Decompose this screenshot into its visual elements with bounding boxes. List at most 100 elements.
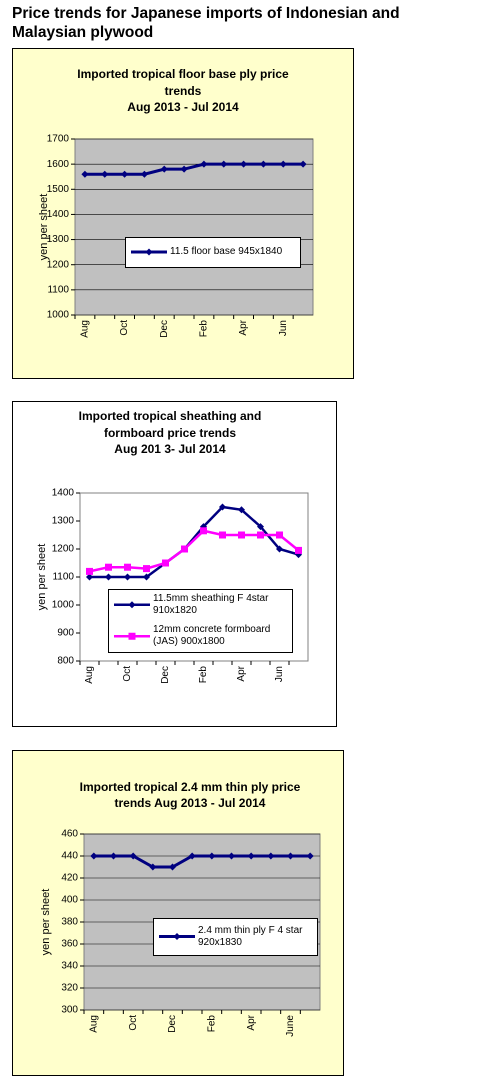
legend-item: 12mm concrete formboard (JAS) 900x1800 [153, 624, 271, 648]
data-point [129, 852, 137, 860]
data-point [247, 852, 255, 860]
data-point [200, 527, 207, 535]
y-tick-label: 320 [61, 983, 78, 994]
data-point [181, 545, 188, 553]
y-tick-label: 1400 [47, 209, 70, 220]
data-point [105, 563, 112, 571]
y-tick-label: 1500 [47, 184, 70, 195]
data-point [279, 160, 287, 168]
x-tick-label: Jun [274, 666, 285, 682]
data-point [101, 170, 109, 178]
x-tick-label: Apr [238, 319, 249, 335]
y-tick-label: 1100 [47, 284, 69, 295]
data-point [124, 573, 131, 581]
x-tick-label: Apr [236, 665, 247, 681]
page-title: Price trends for Japanese imports of Ind… [12, 5, 400, 22]
data-point [267, 852, 275, 860]
data-point [121, 170, 129, 178]
data-point [143, 565, 150, 573]
data-point [257, 531, 264, 539]
legend-marker [128, 601, 136, 609]
y-tick-label: 360 [61, 939, 78, 950]
legend-marker [145, 248, 153, 256]
plot-area [74, 138, 314, 316]
data-point [143, 573, 150, 581]
data-point [160, 165, 168, 173]
x-tick-label: Dec [167, 1015, 178, 1033]
data-point [306, 852, 314, 860]
data-point [90, 852, 98, 860]
data-point [149, 863, 157, 871]
data-point [180, 165, 188, 173]
legend-item: 2.4 mm thin ply F 4 star 920x1830 [198, 924, 303, 948]
y-tick-label: 1400 [52, 488, 75, 499]
x-tick-label: Oct [128, 1015, 139, 1031]
legend-item: 11.5 floor base 945x1840 [170, 246, 283, 257]
data-point [86, 567, 93, 575]
data-point [86, 573, 93, 581]
data-point [219, 531, 226, 539]
legend-box [108, 589, 293, 653]
y-tick-label: 1300 [52, 516, 75, 527]
data-point [257, 523, 264, 531]
x-tick-label: Apr [246, 1014, 257, 1030]
chart-title: formboard price trends [104, 426, 236, 440]
y-tick-label: 1600 [47, 159, 70, 170]
x-tick-label: Feb [198, 666, 209, 684]
x-tick-label: Jun [278, 320, 289, 336]
data-point [299, 160, 307, 168]
data-point [81, 170, 89, 178]
x-tick-label: Aug [88, 1015, 99, 1033]
page-title: Malaysian plywood [12, 24, 153, 41]
y-tick-label: 380 [61, 917, 78, 928]
legend-label: 2.4 mm thin ply F 4 star 920x1830 [198, 924, 303, 948]
data-point [140, 170, 148, 178]
data-point [169, 863, 176, 871]
data-point [240, 160, 248, 168]
chart-title: Imported tropical 2.4 mm thin ply price [80, 780, 301, 794]
y-tick-label: 1300 [47, 234, 70, 245]
data-point [188, 852, 196, 860]
data-point [208, 852, 216, 860]
data-point [219, 503, 226, 511]
x-tick-label: Feb [206, 1015, 217, 1033]
y-tick-label: 1000 [52, 600, 75, 611]
y-tick-label: 300 [61, 1005, 78, 1016]
y-tick-label: 1700 [47, 134, 70, 145]
y-tick-label: 1200 [47, 259, 70, 270]
y-axis-label: yen per sheet [36, 544, 48, 611]
y-tick-label: 400 [61, 895, 78, 906]
y-tick-label: 800 [57, 656, 74, 667]
data-point [276, 531, 283, 539]
legend-marker [128, 632, 136, 640]
data-point [295, 546, 302, 554]
chart-title: trends Aug 2013 - Jul 2014 [115, 796, 266, 810]
data-point [238, 506, 245, 514]
y-tick-label: 420 [61, 873, 78, 884]
y-tick-label: 1100 [52, 572, 74, 583]
chart-title: Aug 2013 - Jul 2014 [127, 100, 239, 114]
data-point [220, 160, 228, 168]
x-tick-label: Feb [199, 320, 210, 338]
y-tick-label: 1000 [47, 310, 70, 321]
x-tick-label: Aug [84, 666, 95, 684]
x-tick-label: Oct [119, 320, 130, 336]
legend-marker [173, 933, 181, 940]
chart-title: trends [165, 84, 202, 98]
data-point [110, 852, 117, 860]
y-tick-label: 1200 [52, 544, 75, 555]
legend-item: 11.5mm sheathing F 4star 910x1820 [153, 592, 269, 616]
data-point [287, 852, 294, 860]
data-point [162, 559, 169, 567]
legend-label: 11.5mm sheathing F 4star 910x1820 [153, 592, 269, 616]
x-tick-label: Oct [122, 666, 133, 682]
data-point [259, 160, 267, 168]
chart-title: Imported tropical sheathing and [79, 409, 262, 423]
legend-label: 11.5 floor base 945x1840 [170, 246, 283, 257]
legend-label: 12mm concrete formboard (JAS) 900x1800 [153, 624, 271, 648]
data-point [200, 160, 208, 168]
chart-title: Aug 201 3- Jul 2014 [114, 442, 226, 456]
x-tick-label: June [285, 1015, 296, 1037]
data-point [105, 573, 112, 581]
